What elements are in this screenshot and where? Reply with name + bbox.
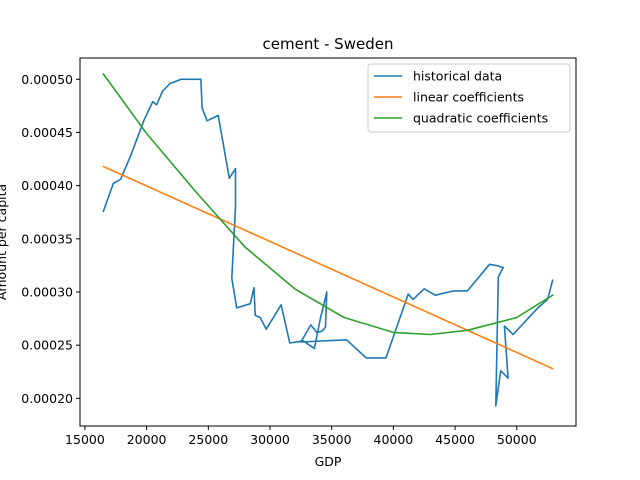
y-tick-label: 0.00050 (21, 72, 73, 87)
x-tick-label: 30000 (250, 432, 290, 447)
x-tick-label: 15000 (65, 432, 105, 447)
x-tick-label: 25000 (188, 432, 228, 447)
chart-title: cement - Sweden (263, 35, 394, 53)
plot-lines (102, 72, 554, 407)
y-axis-title: Amount per capita (0, 184, 9, 300)
y-tick-label: 0.00030 (21, 284, 73, 299)
series-line-linear-coefficients (102, 165, 554, 370)
x-tick-label: 40000 (374, 432, 414, 447)
y-tick-label: 0.00025 (21, 338, 73, 353)
y-axis: 0.00020 0.00025 0.00030 0.00035 0.00040 0.000… (21, 72, 80, 406)
x-tick-label: 45000 (435, 432, 475, 447)
x-axis-title: GDP (315, 454, 342, 469)
legend-label: historical data (413, 69, 502, 84)
legend: historical data linear coefficients quadra… (367, 63, 571, 133)
series-line-quadratic-coefficients (102, 72, 554, 336)
legend-label: quadratic coefficients (413, 111, 548, 126)
series-line-historical-data (102, 78, 554, 407)
y-tick-label: 0.00040 (21, 178, 73, 193)
y-tick-label: 0.00020 (21, 391, 73, 406)
x-tick-label: 35000 (312, 432, 352, 447)
y-tick-label: 0.00045 (21, 125, 73, 140)
y-tick-label: 0.00035 (21, 231, 73, 246)
legend-label: linear coefficients (413, 90, 524, 105)
plot-frame (79, 57, 577, 427)
x-tick-label: 20000 (127, 432, 167, 447)
x-tick-label: 50000 (497, 432, 537, 447)
x-axis: 15000 20000 25000 30000 35000 40000 45000 50000 (65, 426, 537, 447)
legend-box (367, 63, 571, 133)
